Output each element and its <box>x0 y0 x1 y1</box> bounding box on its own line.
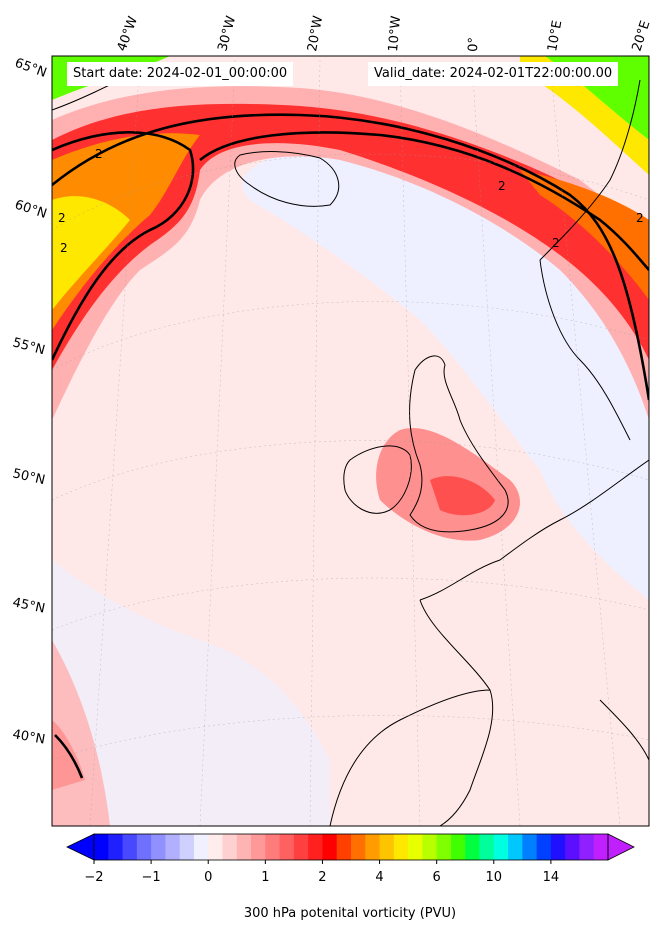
pv-contour-2-inner <box>199 131 649 271</box>
colorbar-swatch <box>165 834 181 860</box>
lon-label: 10°W <box>386 15 404 52</box>
colorbar-tick-label: 14 <box>542 870 560 885</box>
pv-contour-2-jet <box>52 113 649 401</box>
coastlines <box>52 69 649 826</box>
lat-label: 60°N <box>13 198 49 222</box>
pv-patch-uk-core <box>430 476 495 516</box>
latitude-labels: 65°N 60°N 55°N 50°N 45°N 40°N <box>11 56 49 748</box>
colorbar-swatch <box>379 834 395 860</box>
pv-patch-southwest-outer <box>52 640 110 826</box>
colorbar-swatch <box>565 834 580 860</box>
graticule <box>52 59 649 826</box>
colorbar-swatch <box>436 834 452 860</box>
lat-label: 45°N <box>11 595 46 616</box>
pv-contour-2-north <box>52 131 195 361</box>
colorbar-tick-label: −2 <box>84 870 104 885</box>
colorbar-swatch <box>408 834 423 860</box>
lat-label: 65°N <box>13 56 49 81</box>
colorbar-swatch <box>450 834 466 860</box>
colorbar-swatch <box>222 834 238 860</box>
low-pv-region <box>242 148 649 600</box>
lon-label: 40°W <box>115 14 141 53</box>
colorbar-swatch <box>479 834 495 860</box>
jet-band-orange <box>52 133 200 330</box>
start-date-label: Start date: 2024-02-01_00:00:00 <box>67 62 294 86</box>
contour-label: 2 <box>58 211 66 225</box>
colorbar-swatch <box>550 834 566 860</box>
lon-label: 20°E <box>630 19 654 53</box>
colorbar-swatch <box>94 834 109 860</box>
colorbar-swatch <box>151 834 166 860</box>
contour-label: 2 <box>95 147 103 161</box>
coastline-europe <box>329 459 649 826</box>
colorbar-swatch <box>522 834 538 860</box>
colorbar <box>66 833 635 864</box>
colorbar-swatch <box>236 834 252 860</box>
coastline-scandinavia <box>539 79 641 441</box>
lon-label: 10°E <box>545 19 565 52</box>
map-panel: 2 2 2 2 2 2 <box>52 56 649 826</box>
colorbar-swatch <box>593 834 609 860</box>
colorbar-swatch <box>465 834 480 860</box>
colorbar-tick-label: 6 <box>432 870 441 885</box>
colorbar-swatch <box>208 834 223 860</box>
colorbar-swatch <box>508 834 523 860</box>
colorbar-tick-label: 2 <box>318 870 327 885</box>
colorbar-swatch <box>351 834 366 860</box>
colorbar-swatch <box>493 834 509 860</box>
lat-label: 55°N <box>11 335 47 358</box>
high-pv-northeast <box>540 56 649 140</box>
colorbar-swatch <box>265 834 281 860</box>
colorbar-swatch <box>422 834 438 860</box>
lat-label: 40°N <box>11 727 46 747</box>
map-frame <box>51 55 650 827</box>
longitude-labels: 40°W 30°W 20°W 10°W 0° 10°E 20°E <box>115 14 654 53</box>
coastline-ireland <box>343 445 412 514</box>
colorbar-swatch <box>308 834 323 860</box>
colorbar-border <box>93 833 609 861</box>
colorbar-swatch <box>336 834 352 860</box>
colorbar-swatch <box>122 834 138 860</box>
colorbar-swatch <box>536 834 552 860</box>
colorbar-tick-label: 10 <box>485 870 503 885</box>
lon-label: 20°W <box>305 15 326 53</box>
contour-label: 2 <box>498 179 506 193</box>
colorbar-swatch <box>393 834 409 860</box>
colorbar-swatch <box>179 834 195 860</box>
colorbar-label: 300 hPa potenital vorticity (PVU) <box>243 906 457 921</box>
pv-contour-2-southwest <box>54 734 84 779</box>
colorbar-swatch <box>365 834 381 860</box>
coastline-great-britain <box>409 355 509 533</box>
jet-band-yellow <box>52 196 130 310</box>
colorbar-swatch <box>279 834 295 860</box>
colorbar-swatch <box>251 834 266 860</box>
jet-band-red <box>52 103 649 370</box>
valid-date-label: Valid_date: 2024-02-01T22:00:00.00 <box>368 62 619 86</box>
colorbar-tick-label: 0 <box>204 870 213 885</box>
colorbar-swatch <box>193 834 209 860</box>
jet-band-orange-east <box>520 170 649 300</box>
contour-label: 2 <box>60 241 68 255</box>
lon-label: 0° <box>466 37 482 52</box>
colorbar-tick-label: 4 <box>375 870 384 885</box>
colorbar-extend-min <box>66 833 95 861</box>
contour-label: 2 <box>636 211 644 225</box>
lon-label: 30°W <box>215 14 239 53</box>
colorbar-swatch <box>293 834 309 860</box>
contour-label: 2 <box>552 236 560 250</box>
colorbar-tick-label: −1 <box>141 870 161 885</box>
colorbar-swatch <box>322 834 338 860</box>
colorbar-swatch <box>108 834 124 860</box>
colorbar-swatch <box>136 834 152 860</box>
lat-label: 50°N <box>11 466 46 488</box>
low-pv-region-west <box>52 560 330 826</box>
colorbar-extend-max <box>607 833 635 861</box>
coastline-iceland <box>234 151 340 207</box>
colorbar-tick-label: 1 <box>261 870 270 885</box>
colorbar-swatch <box>579 834 595 860</box>
